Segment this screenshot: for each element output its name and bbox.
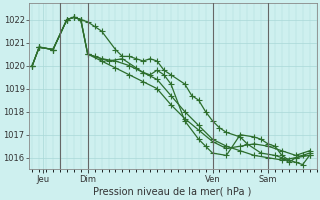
X-axis label: Pression niveau de la mer( hPa ): Pression niveau de la mer( hPa ) [93,187,252,197]
